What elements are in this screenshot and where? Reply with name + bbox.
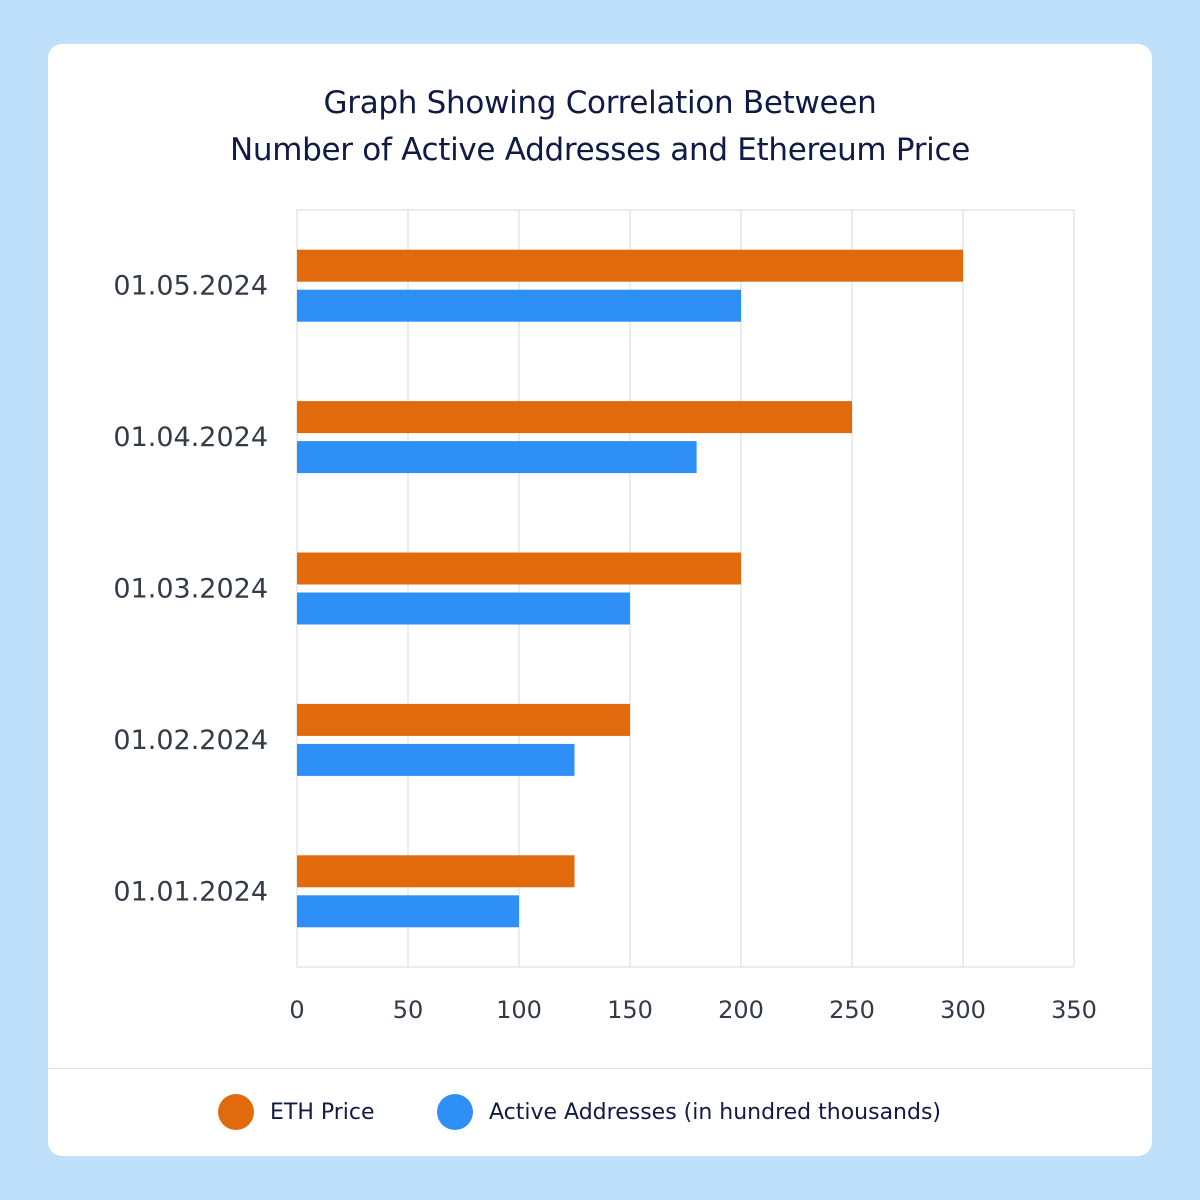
bar-active-addresses-01.02.2024 (297, 743, 575, 776)
bar-active-addresses-01.03.2024 (297, 592, 630, 625)
y-tick-label-01.02.2024: 01.02.2024 (113, 725, 268, 756)
y-tick-label-01.04.2024: 01.04.2024 (113, 422, 268, 453)
chart-title-line-2: Number of Active Addresses and Ethereum … (230, 132, 970, 168)
chart-legend: ETH Price Active Addresses (in hundred t… (0, 1090, 1200, 1134)
bar-chart: 0 50 100 150 200 250 300 350 01.01.2024 01.02.202… (113, 209, 1097, 1024)
y-tick-label-01.01.2024: 01.01.2024 (113, 876, 268, 907)
x-tick-label-300: 300 (940, 996, 986, 1024)
bar-eth-price-01.05.2024 (297, 249, 963, 282)
legend-item-active-addresses: Active Addresses (in hundred thousands) (437, 1090, 941, 1134)
y-tick-label-01.05.2024: 01.05.2024 (113, 271, 268, 302)
legend-label-active-addresses: Active Addresses (in hundred thousands) (489, 1099, 941, 1125)
x-tick-label-200: 200 (718, 996, 764, 1024)
legend-divider (48, 1068, 1152, 1069)
legend-swatch-active-addresses (437, 1094, 473, 1130)
bar-active-addresses-01.01.2024 (297, 895, 519, 928)
x-tick-label-50: 50 (393, 996, 424, 1024)
bar-eth-price-01.02.2024 (297, 703, 630, 736)
chart-title-line-1: Graph Showing Correlation Between (323, 85, 877, 121)
legend-label-eth-price: ETH Price (270, 1099, 375, 1125)
x-tick-label-250: 250 (829, 996, 875, 1024)
y-tick-label-01.03.2024: 01.03.2024 (113, 574, 268, 605)
chart-title: Graph Showing Correlation Between Number… (0, 80, 1200, 174)
bar-active-addresses-01.04.2024 (297, 441, 697, 474)
x-tick-label-0: 0 (289, 996, 304, 1024)
legend-swatch-eth-price (218, 1094, 254, 1130)
x-tick-label-350: 350 (1051, 996, 1097, 1024)
x-tick-label-150: 150 (607, 996, 653, 1024)
plot-frame (296, 209, 1075, 968)
legend-item-eth-price: ETH Price (218, 1090, 375, 1134)
bar-eth-price-01.03.2024 (297, 552, 741, 585)
x-tick-label-100: 100 (496, 996, 542, 1024)
bar-eth-price-01.04.2024 (297, 401, 852, 434)
bar-eth-price-01.01.2024 (297, 855, 575, 888)
bar-active-addresses-01.05.2024 (297, 289, 741, 322)
